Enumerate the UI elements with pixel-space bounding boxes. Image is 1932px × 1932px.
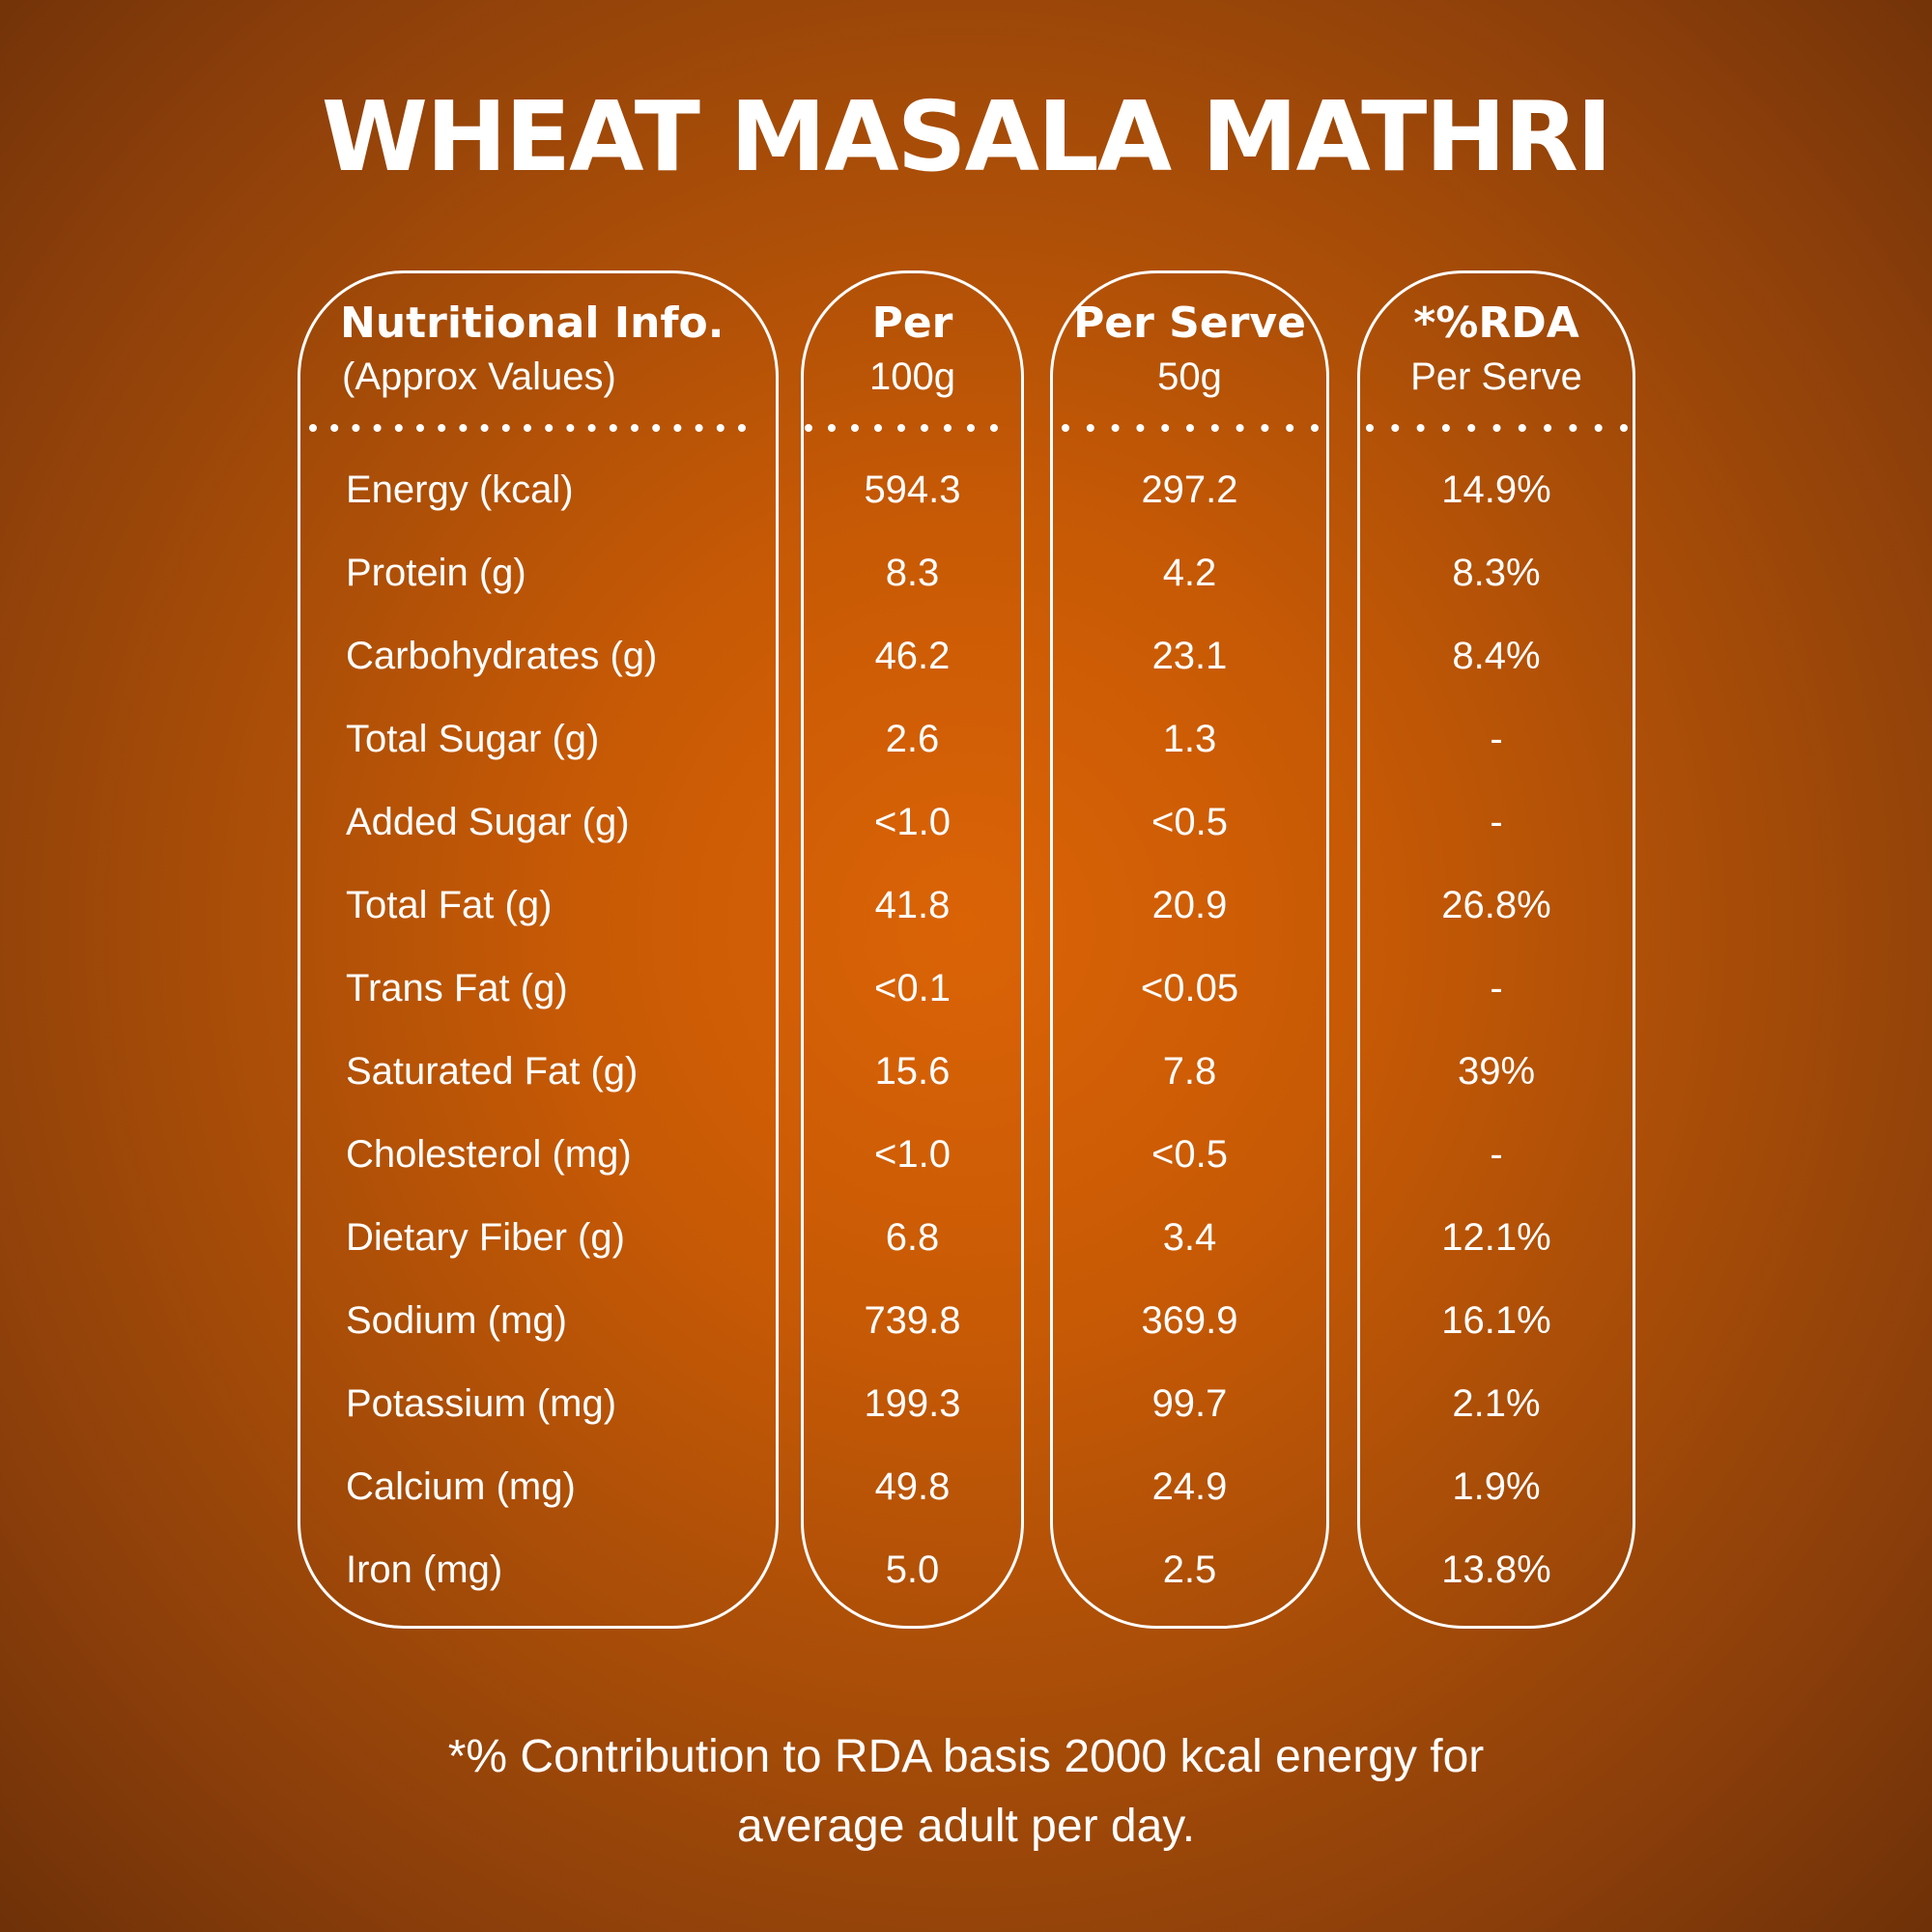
nutrient-subheader: (Approx Values) [342, 355, 616, 398]
per-100g-value: 6.8 [885, 1216, 940, 1259]
per-100g-value: <1.0 [874, 801, 951, 843]
per-100g-value: <1.0 [874, 1133, 951, 1176]
per-100g-value: 199.3 [864, 1382, 961, 1425]
per-serve-value: 99.7 [1151, 1382, 1228, 1425]
per-serve-dotted-divider [1062, 424, 1319, 432]
nutrient-label: Energy (kcal) [346, 469, 574, 511]
per-100g-value: 46.2 [874, 635, 951, 677]
per-100g-value: 8.3 [885, 552, 940, 594]
nutrient-label: Dietary Fiber (g) [346, 1216, 625, 1259]
per-100g-value: <0.1 [874, 967, 951, 1009]
per-serve-value: 2.5 [1162, 1548, 1217, 1591]
nutrient-column-frame [298, 270, 779, 1629]
rda-header: *%RDA [1413, 298, 1579, 348]
rda-value: 8.3% [1452, 552, 1541, 594]
nutrient-label: Total Fat (g) [346, 884, 553, 926]
rda-subheader: Per Serve [1410, 355, 1582, 398]
per-serve-value: 24.9 [1151, 1465, 1228, 1508]
nutrient-label: Saturated Fat (g) [346, 1050, 639, 1093]
product-title: WHEAT MASALA MATHRI [321, 80, 1612, 193]
nutrient-label: Protein (g) [346, 552, 526, 594]
nutrient-dotted-divider [309, 424, 767, 432]
rda-footnote: *% Contribution to RDA basis 2000 kcal e… [0, 1722, 1932, 1861]
footnote-line-2: average adult per day. [736, 1801, 1196, 1852]
per-serve-value: 4.2 [1162, 552, 1217, 594]
per-serve-value: 297.2 [1141, 469, 1238, 511]
rda-value: 39% [1457, 1050, 1536, 1093]
per-100g-value: 49.8 [874, 1465, 951, 1508]
rda-dotted-divider [1366, 424, 1628, 432]
rda-value: - [1490, 801, 1503, 843]
footnote-line-1: *% Contribution to RDA basis 2000 kcal e… [447, 1731, 1485, 1782]
rda-value: 16.1% [1441, 1299, 1551, 1342]
per-serve-value: 1.3 [1162, 718, 1217, 760]
per-serve-subheader: 50g [1157, 355, 1222, 398]
per-serve-value: 7.8 [1162, 1050, 1217, 1093]
rda-value: 2.1% [1452, 1382, 1541, 1425]
per-100g-column-frame [801, 270, 1024, 1629]
nutrient-label: Total Sugar (g) [346, 718, 600, 760]
per-serve-value: <0.05 [1140, 967, 1239, 1009]
per-serve-value: 369.9 [1141, 1299, 1238, 1342]
per-100g-value: 739.8 [864, 1299, 961, 1342]
rda-value: 12.1% [1441, 1216, 1551, 1259]
rda-value: 8.4% [1452, 635, 1541, 677]
per-100g-value: 41.8 [874, 884, 951, 926]
nutrient-label: Carbohydrates (g) [346, 635, 658, 677]
per-serve-value: 23.1 [1151, 635, 1228, 677]
per-serve-value: <0.5 [1151, 1133, 1228, 1176]
rda-value: 13.8% [1441, 1548, 1551, 1591]
rda-value: - [1490, 1133, 1503, 1176]
rda-value: - [1490, 967, 1503, 1009]
rda-value: 26.8% [1441, 884, 1551, 926]
nutrient-label: Added Sugar (g) [346, 801, 630, 843]
nutrient-label: Sodium (mg) [346, 1299, 567, 1342]
per-100g-header: Per [871, 298, 953, 348]
nutrient-label: Calcium (mg) [346, 1465, 576, 1508]
per-100g-value: 5.0 [885, 1548, 940, 1591]
rda-value: 1.9% [1452, 1465, 1541, 1508]
nutrient-label: Potassium (mg) [346, 1382, 617, 1425]
per-100g-value: 15.6 [874, 1050, 951, 1093]
rda-value: - [1490, 718, 1503, 760]
nutrient-label: Iron (mg) [346, 1548, 503, 1591]
rda-column-frame [1357, 270, 1635, 1629]
per-serve-column-frame [1050, 270, 1329, 1629]
rda-value: 14.9% [1441, 469, 1551, 511]
per-100g-value: 594.3 [864, 469, 961, 511]
per-100g-value: 2.6 [885, 718, 940, 760]
per-100g-subheader: 100g [869, 355, 955, 398]
per-serve-header: Per Serve [1073, 298, 1306, 348]
per-100g-dotted-divider [805, 424, 1021, 432]
nutrient-label: Cholesterol (mg) [346, 1133, 632, 1176]
nutrient-label: Trans Fat (g) [346, 967, 568, 1009]
per-serve-value: 3.4 [1162, 1216, 1217, 1259]
per-serve-value: 20.9 [1151, 884, 1228, 926]
per-serve-value: <0.5 [1151, 801, 1228, 843]
nutrient-header: Nutritional Info. [340, 298, 724, 348]
